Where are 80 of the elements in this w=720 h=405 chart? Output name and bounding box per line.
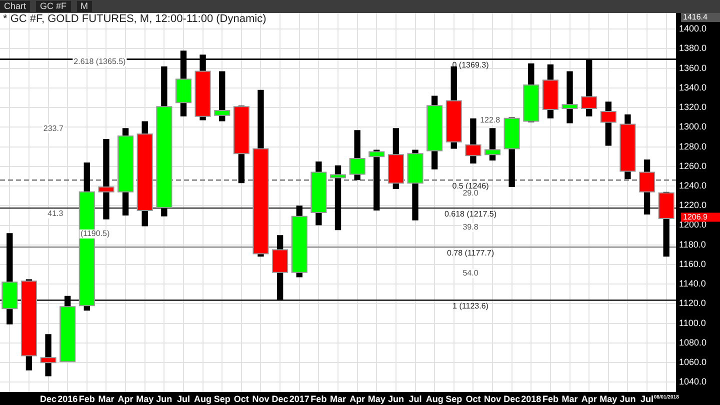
x-tick-label: Jun: [156, 394, 172, 404]
candlestick: [40, 334, 56, 376]
x-tick-label: Sep: [214, 394, 231, 404]
x-tick-label: Feb: [310, 394, 328, 404]
candlestick: [330, 165, 346, 230]
text: GC #F: [36, 1, 71, 12]
x-tick-label: Apr: [581, 394, 598, 404]
x-tick-label: Dec: [272, 394, 288, 404]
annotation: 54.0: [462, 268, 479, 278]
x-tick-label: Aug: [426, 394, 444, 404]
candlestick: [349, 130, 366, 180]
x-tick-label: May: [368, 394, 386, 404]
y-tick-label: 1180.0: [679, 239, 706, 250]
x-tick-label: May: [600, 394, 618, 404]
annotation: 29.0: [462, 188, 479, 198]
annotation: 233.7: [43, 124, 64, 133]
y-tick-label: 1260.0: [679, 160, 707, 171]
y-tick-label: 1380.0: [679, 43, 707, 54]
y-tick-label: 1040.0: [679, 376, 707, 387]
text: Chart: [0, 1, 30, 12]
x-tick-label: 2018: [521, 394, 542, 404]
y-tick-label: 1360.0: [679, 62, 707, 73]
x-tick-label: Oct: [466, 394, 481, 404]
x-tick-label: Nov: [252, 394, 270, 404]
x-tick-label: Jun: [388, 394, 404, 404]
candlestick: [214, 71, 230, 122]
y-tick-label: 1080.0: [679, 337, 707, 348]
candlestick: [600, 102, 616, 146]
x-tick-label: Apr: [118, 394, 134, 404]
y-tick-label: 1320.0: [679, 102, 707, 112]
candlestick: [484, 128, 501, 161]
x-tick-label: May: [136, 394, 154, 404]
x-tick-label: Oct: [234, 394, 249, 404]
text: 1416.4: [683, 12, 708, 22]
x-tick-label: Mar: [330, 394, 346, 404]
y-tick-label: 1400.0: [679, 24, 707, 34]
y-tick-label: 1140.0: [679, 278, 706, 289]
y-tick-label: 1060.0: [679, 357, 707, 368]
x-tick-label: Jul: [176, 394, 190, 404]
y-tick-label: 1220.0: [679, 200, 707, 210]
text: 1206.9: [683, 212, 708, 222]
y-tick-label: 1200.0: [679, 220, 707, 230]
x-tick-label: 2017: [289, 394, 310, 404]
x-tick-label: Aug: [194, 394, 212, 404]
annotation: 122.8: [480, 115, 501, 124]
ref-line-label: 0.618 (1217.5): [444, 209, 497, 218]
candlestick: [368, 150, 385, 211]
x-tick-label: 2016: [58, 394, 78, 404]
ref-line-label: 1 (1123.6): [452, 301, 489, 310]
ref-line-label: 0.78 (1177.7): [446, 248, 494, 258]
y-tick-label: 1280.0: [679, 141, 707, 152]
x-tick-label: Dec: [504, 394, 520, 404]
y-tick-label: 1120.0: [679, 298, 706, 308]
candlestick: [638, 160, 656, 214]
y-tick-label: 1100.0: [679, 318, 706, 328]
y-tick-label: 1340.0: [679, 82, 707, 92]
candlestick: [562, 71, 578, 124]
x-tick-label: Feb: [78, 394, 96, 404]
annotation: (1190.5): [80, 229, 110, 238]
x-tick-label: Jul: [640, 394, 654, 404]
ref-line-label: 0.5 (1246): [452, 181, 490, 190]
x-tick-label: Mar: [98, 394, 115, 404]
x-tick-label: Dec: [40, 394, 57, 404]
x-tick-label: Mar: [562, 394, 578, 404]
text: M: [76, 1, 92, 12]
chart-title: * GC #F, GOLD FUTURES, M, 12:00-11:00 (Dynamic): [3, 13, 266, 25]
x-tick-label: Sep: [446, 394, 463, 404]
x-tick-label: Apr: [350, 394, 366, 404]
annotation: 39.8: [462, 222, 479, 232]
annotation: 41.3: [48, 209, 64, 218]
x-tick-label: Jun: [620, 394, 636, 404]
x-tick-label: Nov: [484, 394, 502, 404]
y-tick-label: 1300.0: [679, 122, 707, 132]
candlestick: [98, 138, 114, 220]
x-tick-label: Jul: [408, 394, 422, 404]
candlestick: [465, 118, 482, 164]
y-tick-label: 1240.0: [679, 180, 707, 191]
x-tick-label: Feb: [542, 394, 559, 404]
annotation: 2.618 (1365.5): [74, 57, 126, 66]
y-tick-label: 1160.0: [679, 258, 706, 269]
